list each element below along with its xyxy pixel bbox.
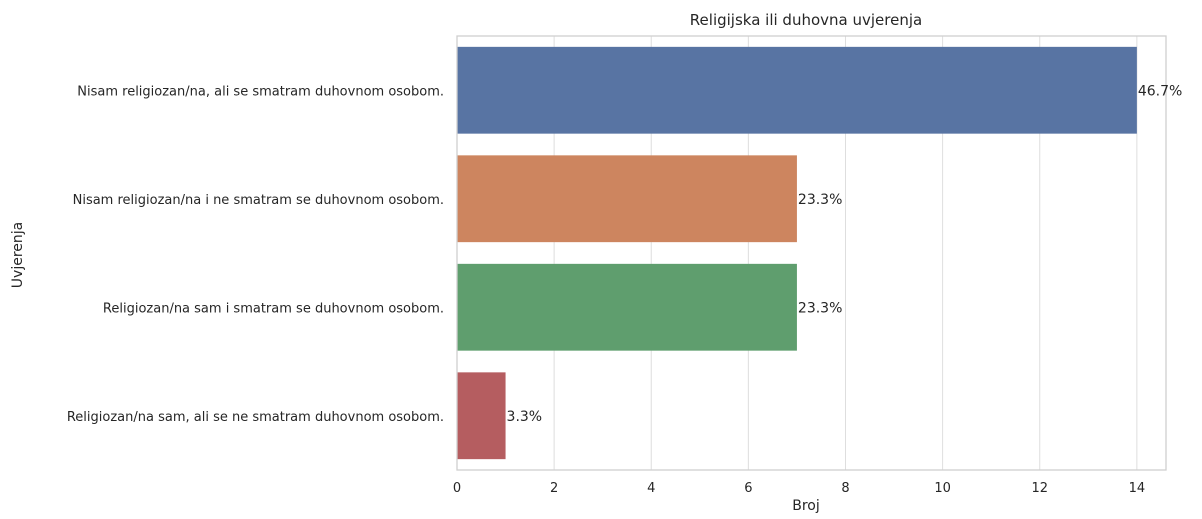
- data-labels: 46.7% 23.3% 23.3% 3.3%: [507, 83, 1183, 425]
- plot-border: [456, 35, 1167, 471]
- y-tick-label: Religiozan/na sam i smatram se duhovnom …: [103, 301, 444, 316]
- chart-title: Religijska ili duhovna uvjerenja: [690, 11, 922, 29]
- x-tick-label: 6: [744, 481, 752, 496]
- x-tick-labels: 0 2 4 6 8 10 12 14: [453, 481, 1145, 496]
- y-tick-label: Nisam religiozan/na i ne smatram se duho…: [73, 193, 444, 208]
- x-tick-label: 14: [1129, 481, 1146, 496]
- y-tick-label: Nisam religiozan/na, ali se smatram duho…: [77, 84, 444, 99]
- y-axis-label: Uvjerenja: [10, 222, 26, 288]
- data-label: 23.3%: [798, 192, 842, 208]
- y-tick-label: Religiozan/na sam, ali se ne smatram duh…: [67, 410, 444, 425]
- x-tick-label: 2: [550, 481, 558, 496]
- x-tick-label: 0: [453, 481, 461, 496]
- x-tick-label: 4: [647, 481, 655, 496]
- bar: [457, 263, 797, 351]
- x-tick-label: 12: [1031, 481, 1048, 496]
- data-label: 3.3%: [507, 409, 543, 425]
- x-tick-label: 8: [841, 481, 849, 496]
- data-label: 23.3%: [798, 300, 842, 316]
- data-label: 46.7%: [1138, 83, 1182, 99]
- bar: [457, 155, 797, 243]
- bar: [457, 46, 1137, 134]
- bars: [457, 46, 1137, 460]
- x-tick-label: 10: [934, 481, 951, 496]
- plot-frame: [456, 35, 1167, 471]
- bar: [457, 372, 506, 460]
- x-axis-label: Broj: [792, 498, 820, 514]
- y-tick-labels: Nisam religiozan/na, ali se smatram duho…: [67, 84, 444, 425]
